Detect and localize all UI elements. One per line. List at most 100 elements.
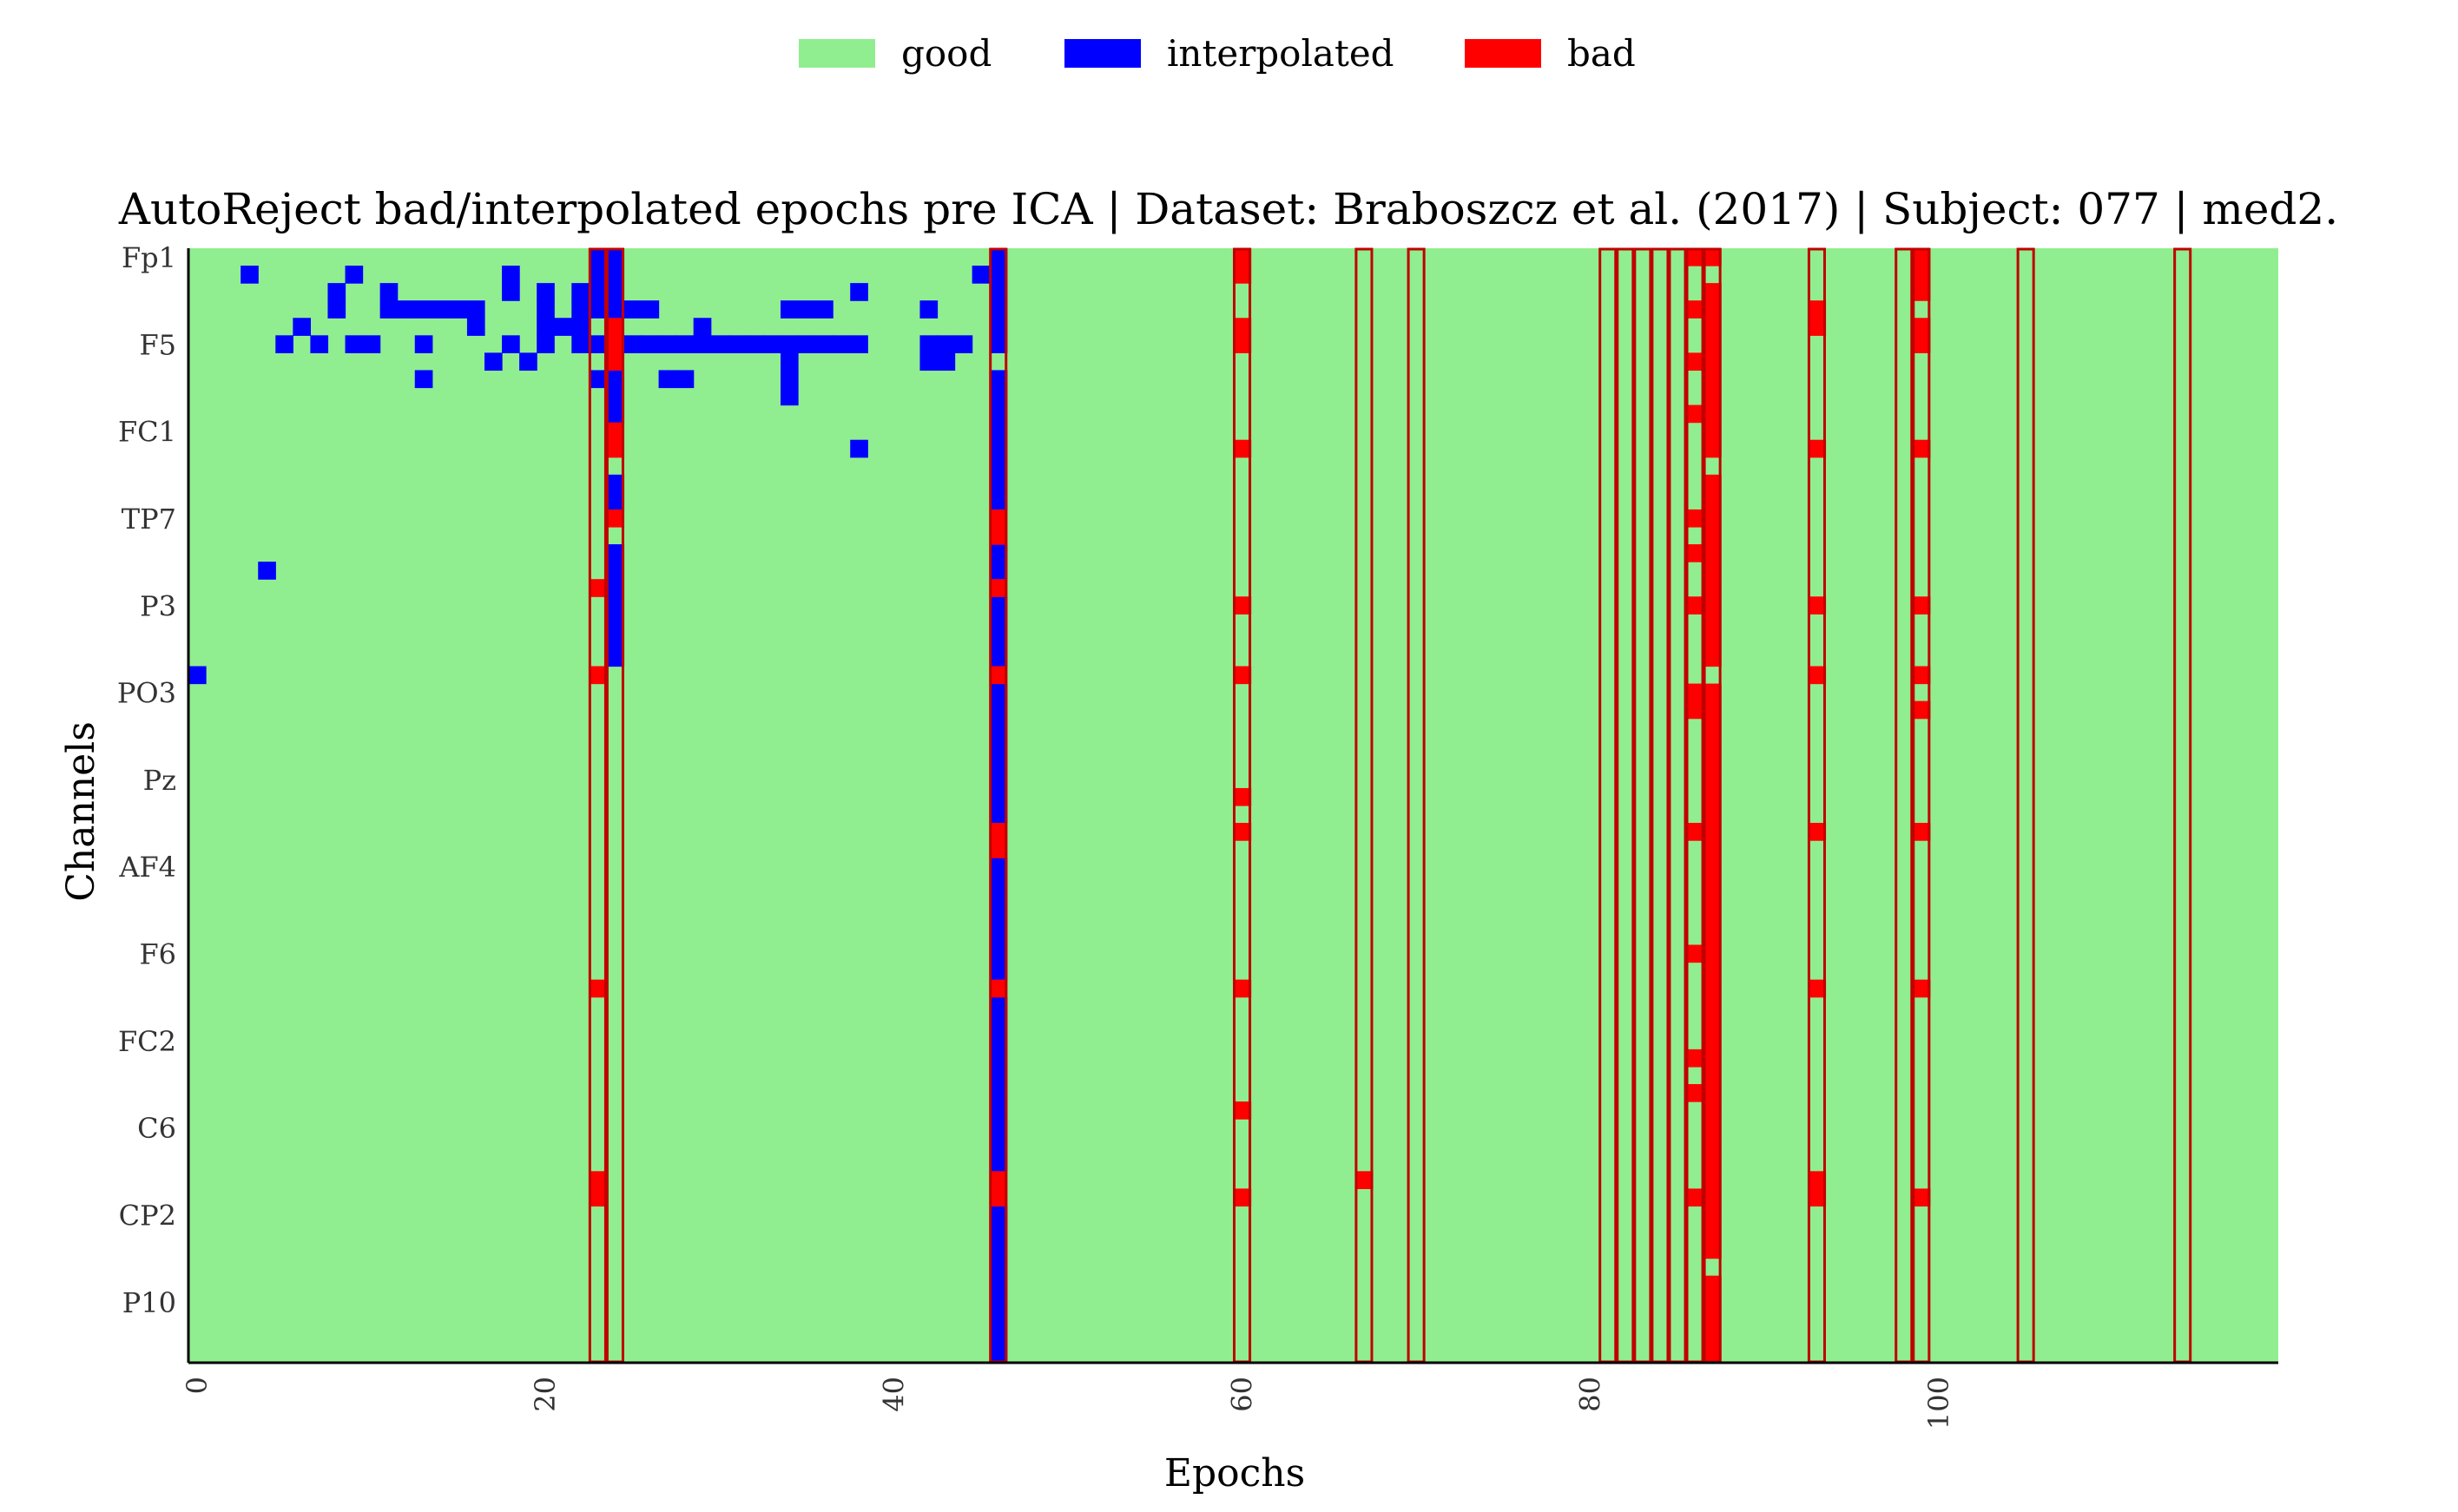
cell-interpolated <box>414 370 433 389</box>
cell-interpolated <box>989 370 1008 389</box>
cell-bad <box>1912 666 1931 685</box>
cell-bad <box>1703 248 1722 266</box>
cell-interpolated <box>188 666 207 685</box>
cell-interpolated <box>815 335 834 353</box>
cell-interpolated <box>780 352 799 371</box>
cell-interpolated <box>397 300 416 319</box>
cell-interpolated <box>989 491 1008 510</box>
legend-swatch-good <box>799 39 875 68</box>
cell-bad <box>1233 318 1252 336</box>
cell-bad <box>1703 944 1722 963</box>
cell-interpolated <box>693 318 712 336</box>
cell-interpolated <box>989 875 1008 893</box>
cell-bad <box>1686 1049 1704 1068</box>
cell-interpolated <box>414 300 433 319</box>
cell-bad <box>1912 266 1931 284</box>
x-axis-label: Epochs <box>1164 1451 1305 1496</box>
cell-interpolated <box>989 439 1008 458</box>
cell-bad <box>606 352 625 371</box>
cell-interpolated <box>972 266 991 284</box>
x-tick-label: 80 <box>1574 1377 1607 1412</box>
cell-interpolated <box>537 318 555 336</box>
cell-bad <box>1703 683 1722 702</box>
cell-bad <box>1703 509 1722 528</box>
cell-interpolated <box>937 335 956 353</box>
cell-interpolated <box>989 283 1008 301</box>
cell-interpolated <box>989 683 1008 702</box>
cell-bad <box>606 439 625 458</box>
cell-bad <box>1703 1344 1722 1364</box>
cell-interpolated <box>606 474 625 493</box>
cell-interpolated <box>989 648 1008 667</box>
cell-bad <box>1703 979 1722 998</box>
cell-interpolated <box>641 300 660 319</box>
cell-interpolated <box>641 335 660 353</box>
cell-bad <box>1703 1223 1722 1242</box>
cell-bad <box>589 579 607 597</box>
cell-interpolated <box>989 1136 1008 1154</box>
cell-bad <box>589 979 607 998</box>
cell-interpolated <box>815 300 834 319</box>
cell-interpolated <box>310 335 329 353</box>
cell-bad <box>1703 562 1722 580</box>
cell-bad <box>1686 1188 1704 1207</box>
y-tick-label: Pz <box>143 764 176 797</box>
cell-bad <box>1703 735 1722 754</box>
cell-bad <box>1703 875 1722 893</box>
cell-bad <box>1912 700 1931 720</box>
cell-bad <box>989 979 1008 998</box>
cell-interpolated <box>537 335 555 353</box>
cell-interpolated <box>623 335 643 353</box>
cell-interpolated <box>919 335 939 353</box>
cell-interpolated <box>989 1310 1008 1329</box>
cell-bad <box>1703 335 1722 353</box>
cell-bad <box>1703 910 1722 929</box>
cell-bad <box>606 318 625 336</box>
cell-bad <box>606 335 625 353</box>
cell-interpolated <box>762 335 781 353</box>
cell-bad <box>1808 823 1827 841</box>
cell-interpolated <box>780 370 799 389</box>
cell-interpolated <box>275 335 293 353</box>
cell-interpolated <box>989 996 1008 1016</box>
cell-interpolated <box>606 614 625 632</box>
y-tick-label: CP2 <box>119 1199 176 1232</box>
cell-bad <box>989 579 1008 597</box>
cell-interpolated <box>606 248 625 266</box>
cell-interpolated <box>379 300 399 319</box>
cell-bad <box>1808 596 1827 615</box>
cell-bad <box>1912 979 1931 998</box>
cell-bad <box>1354 1171 1374 1189</box>
cell-interpolated <box>989 1101 1008 1120</box>
cell-bad <box>1703 770 1722 789</box>
cell-interpolated <box>989 735 1008 754</box>
cell-interpolated <box>606 562 625 580</box>
cell-bad <box>1703 300 1722 319</box>
cell-interpolated <box>780 300 799 319</box>
cell-bad <box>989 509 1008 528</box>
cell-bad <box>1912 1188 1931 1207</box>
cell-interpolated <box>589 335 607 353</box>
cell-bad <box>1686 248 1704 266</box>
cell-interpolated <box>710 335 729 353</box>
x-tick-label: 100 <box>1922 1377 1955 1430</box>
cell-bad <box>1686 509 1704 528</box>
cell-interpolated <box>293 318 312 336</box>
cell-bad <box>1686 352 1704 371</box>
x-tick-label: 20 <box>529 1377 562 1412</box>
cell-bad <box>1912 823 1931 841</box>
cell-interpolated <box>850 335 868 353</box>
cell-interpolated <box>606 596 625 615</box>
cell-bad <box>1703 1084 1722 1102</box>
cell-bad <box>1912 596 1931 615</box>
cell-interpolated <box>798 300 816 319</box>
cell-bad <box>1912 318 1931 336</box>
cell-interpolated <box>989 892 1008 910</box>
cell-bad <box>1703 996 1722 1016</box>
cell-bad <box>1233 787 1252 806</box>
cell-interpolated <box>745 335 764 353</box>
chart-legend: good interpolated bad <box>799 32 1636 75</box>
cell-bad <box>1703 352 1722 371</box>
legend-swatch-interpolated <box>1064 39 1141 68</box>
y-axis-label: Channels <box>59 721 103 902</box>
